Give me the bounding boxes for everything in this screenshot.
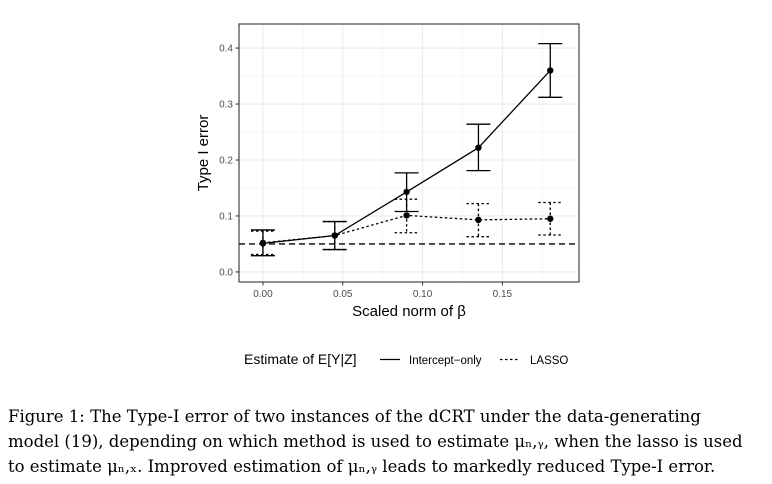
legend-title: Estimate of E[Y|Z] — [244, 351, 357, 367]
type-i-error-chart: 0.00 0.05 0.10 0.15 0.0 0.1 0.2 0.3 0.4 Scaled … — [195, 23, 580, 367]
plot-panel — [239, 24, 579, 282]
y-tick-label: 0.3 — [219, 100, 233, 111]
x-tick-label: 0.00 — [253, 289, 273, 300]
y-tick-label: 0.1 — [219, 211, 233, 222]
x-axis-ticks: 0.00 0.05 0.10 0.15 — [253, 282, 513, 300]
data-point — [403, 212, 410, 219]
caption-line-3: to estimate μₙ,ₓ. Improved estimation of… — [8, 457, 716, 476]
figure-caption: Figure 1: The Type-I error of two instan… — [8, 404, 768, 479]
data-point — [331, 232, 338, 239]
y-tick-label: 0.2 — [219, 155, 233, 166]
y-tick-label: 0.0 — [219, 267, 233, 278]
caption-line-1: Figure 1: The Type-I error of two instan… — [8, 407, 701, 426]
caption-line-2: model (19), depending on which method is… — [8, 432, 743, 451]
x-tick-label: 0.10 — [413, 289, 433, 300]
data-point — [475, 144, 482, 151]
data-point — [547, 215, 554, 222]
y-axis-ticks: 0.0 0.1 0.2 0.3 0.4 — [219, 44, 239, 278]
legend-label-lasso: LASSO — [530, 355, 568, 367]
plot-border — [238, 23, 580, 283]
legend: Estimate of E[Y|Z] Intercept−only LASSO — [244, 351, 568, 367]
data-point — [403, 188, 410, 196]
data-point — [259, 239, 267, 247]
x-axis-title: Scaled norm of β — [352, 303, 466, 320]
y-axis-title: Type I error — [195, 115, 212, 192]
y-tick-label: 0.4 — [219, 44, 233, 55]
legend-label-intercept-only: Intercept−only — [409, 355, 482, 367]
x-tick-label: 0.05 — [333, 289, 353, 300]
series-marks — [250, 42, 563, 257]
series-lasso — [250, 198, 563, 256]
x-tick-label: 0.15 — [493, 289, 513, 300]
data-point — [547, 67, 554, 74]
data-point — [475, 216, 482, 224]
